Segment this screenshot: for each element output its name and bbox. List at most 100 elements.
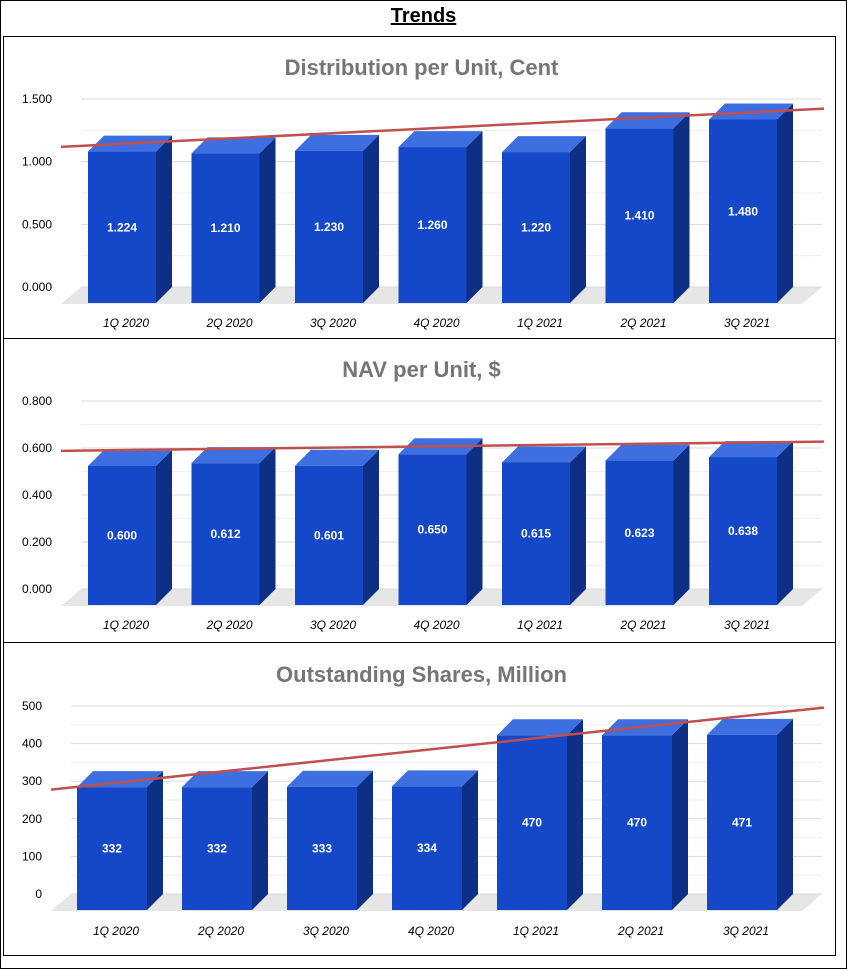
data-label: 1.224 bbox=[107, 220, 137, 234]
chart-panel-shares: Outstanding Shares, Million 0 100 200 300 400… bbox=[3, 642, 836, 956]
bar bbox=[398, 438, 483, 605]
bar bbox=[392, 770, 478, 910]
bar bbox=[398, 131, 483, 303]
bar bbox=[497, 719, 583, 910]
x-tick-label: 1Q 2021 bbox=[517, 316, 563, 330]
bar-top bbox=[295, 449, 379, 466]
data-label: 1.410 bbox=[624, 209, 654, 223]
bar-side bbox=[363, 449, 379, 605]
bar-front bbox=[709, 457, 777, 605]
bar bbox=[88, 450, 172, 605]
data-label: 1.220 bbox=[521, 221, 551, 235]
x-tick-label: 3Q 2020 bbox=[310, 618, 356, 632]
page-title: Trends bbox=[390, 5, 457, 27]
y-tick-label: 0.000 bbox=[22, 582, 52, 596]
data-label: 0.623 bbox=[624, 526, 654, 540]
bar-front bbox=[502, 462, 570, 605]
bar-top bbox=[295, 134, 379, 151]
nav-chart: NAV per Unit, $ 0.000 0.200 0.400 0.600 0.800… bbox=[22, 357, 825, 632]
bar bbox=[502, 446, 586, 605]
y-tick-label: 1.000 bbox=[22, 155, 52, 169]
y-tick-label: 400 bbox=[22, 737, 42, 751]
data-label: 0.650 bbox=[417, 523, 447, 537]
bar-front bbox=[287, 786, 357, 910]
bar bbox=[191, 137, 276, 303]
bar-top bbox=[605, 444, 690, 461]
chart-panel-nav: NAV per Unit, $ 0.000 0.200 0.400 0.600 0.800… bbox=[3, 338, 836, 644]
trend-line bbox=[60, 440, 825, 453]
bar-side bbox=[147, 771, 163, 910]
x-tick-label: 2Q 2021 bbox=[619, 316, 666, 330]
x-tick-label: 3Q 2021 bbox=[724, 316, 770, 330]
bar-side bbox=[156, 450, 172, 605]
bar-front bbox=[707, 734, 777, 910]
bar-front bbox=[295, 150, 363, 303]
bar-front bbox=[182, 787, 252, 910]
chart-title: Distribution per Unit, Cent bbox=[285, 55, 559, 80]
bar-front bbox=[398, 147, 467, 303]
bar-front bbox=[605, 128, 674, 303]
bar-top bbox=[191, 137, 276, 154]
data-label: 334 bbox=[417, 841, 437, 855]
bar-front bbox=[392, 786, 462, 910]
bar-side bbox=[466, 438, 483, 605]
x-tick-label: 1Q 2021 bbox=[517, 618, 563, 632]
bar-side bbox=[259, 137, 276, 303]
bar-side bbox=[466, 131, 483, 303]
bar-side bbox=[252, 771, 268, 910]
bar bbox=[182, 771, 268, 910]
y-tick-label: 300 bbox=[22, 774, 42, 788]
y-tick-label: 100 bbox=[22, 849, 42, 863]
trend-line bbox=[50, 706, 825, 791]
data-label: 470 bbox=[627, 816, 647, 830]
bar-top bbox=[77, 771, 163, 788]
x-tick-label: 3Q 2020 bbox=[310, 316, 356, 330]
y-tick-label: 1.500 bbox=[22, 92, 52, 106]
bar-top bbox=[287, 770, 373, 787]
bar-side bbox=[363, 134, 379, 303]
data-label: 0.612 bbox=[210, 527, 240, 541]
bar-side bbox=[462, 770, 478, 910]
distribution-chart: Distribution per Unit, Cent 0.000 0.500 1.0… bbox=[22, 55, 825, 330]
bar-side bbox=[673, 112, 690, 303]
data-label: 1.480 bbox=[728, 204, 758, 218]
bar-side bbox=[567, 719, 583, 910]
x-tick-label: 2Q 2021 bbox=[619, 618, 666, 632]
data-label: 471 bbox=[732, 815, 752, 829]
bar bbox=[709, 103, 793, 303]
x-tick-label: 4Q 2020 bbox=[408, 924, 454, 938]
bar-front bbox=[398, 454, 467, 605]
y-tick-label: 0.800 bbox=[22, 394, 52, 408]
x-tick-label: 1Q 2021 bbox=[513, 924, 559, 938]
bar-front bbox=[602, 735, 672, 910]
bar-front bbox=[191, 463, 260, 605]
bar-side bbox=[777, 441, 793, 605]
bar-top bbox=[502, 136, 586, 153]
bar bbox=[295, 449, 379, 605]
x-tick-label: 1Q 2020 bbox=[103, 618, 149, 632]
bar-front bbox=[77, 787, 147, 910]
x-tick-label: 2Q 2021 bbox=[617, 924, 664, 938]
data-label: 1.260 bbox=[417, 218, 447, 232]
data-label: 332 bbox=[207, 842, 227, 856]
bar-side bbox=[357, 770, 373, 910]
x-tick-label: 1Q 2020 bbox=[93, 924, 139, 938]
bar-top bbox=[497, 719, 583, 736]
bar bbox=[602, 719, 688, 910]
x-tick-label: 2Q 2020 bbox=[205, 316, 252, 330]
bar-front bbox=[497, 735, 567, 910]
y-tick-label: 0.600 bbox=[22, 441, 52, 455]
bar bbox=[295, 134, 379, 303]
x-tick-label: 1Q 2020 bbox=[103, 316, 149, 330]
data-label: 0.601 bbox=[314, 528, 344, 542]
bar bbox=[605, 444, 690, 605]
bar-front bbox=[605, 460, 674, 605]
bar-side bbox=[570, 446, 586, 605]
bar-top bbox=[502, 446, 586, 463]
bar-side bbox=[673, 444, 690, 605]
bar-side bbox=[777, 103, 793, 303]
bar bbox=[88, 135, 172, 303]
bar-front bbox=[709, 119, 777, 303]
bar-top bbox=[88, 450, 172, 466]
